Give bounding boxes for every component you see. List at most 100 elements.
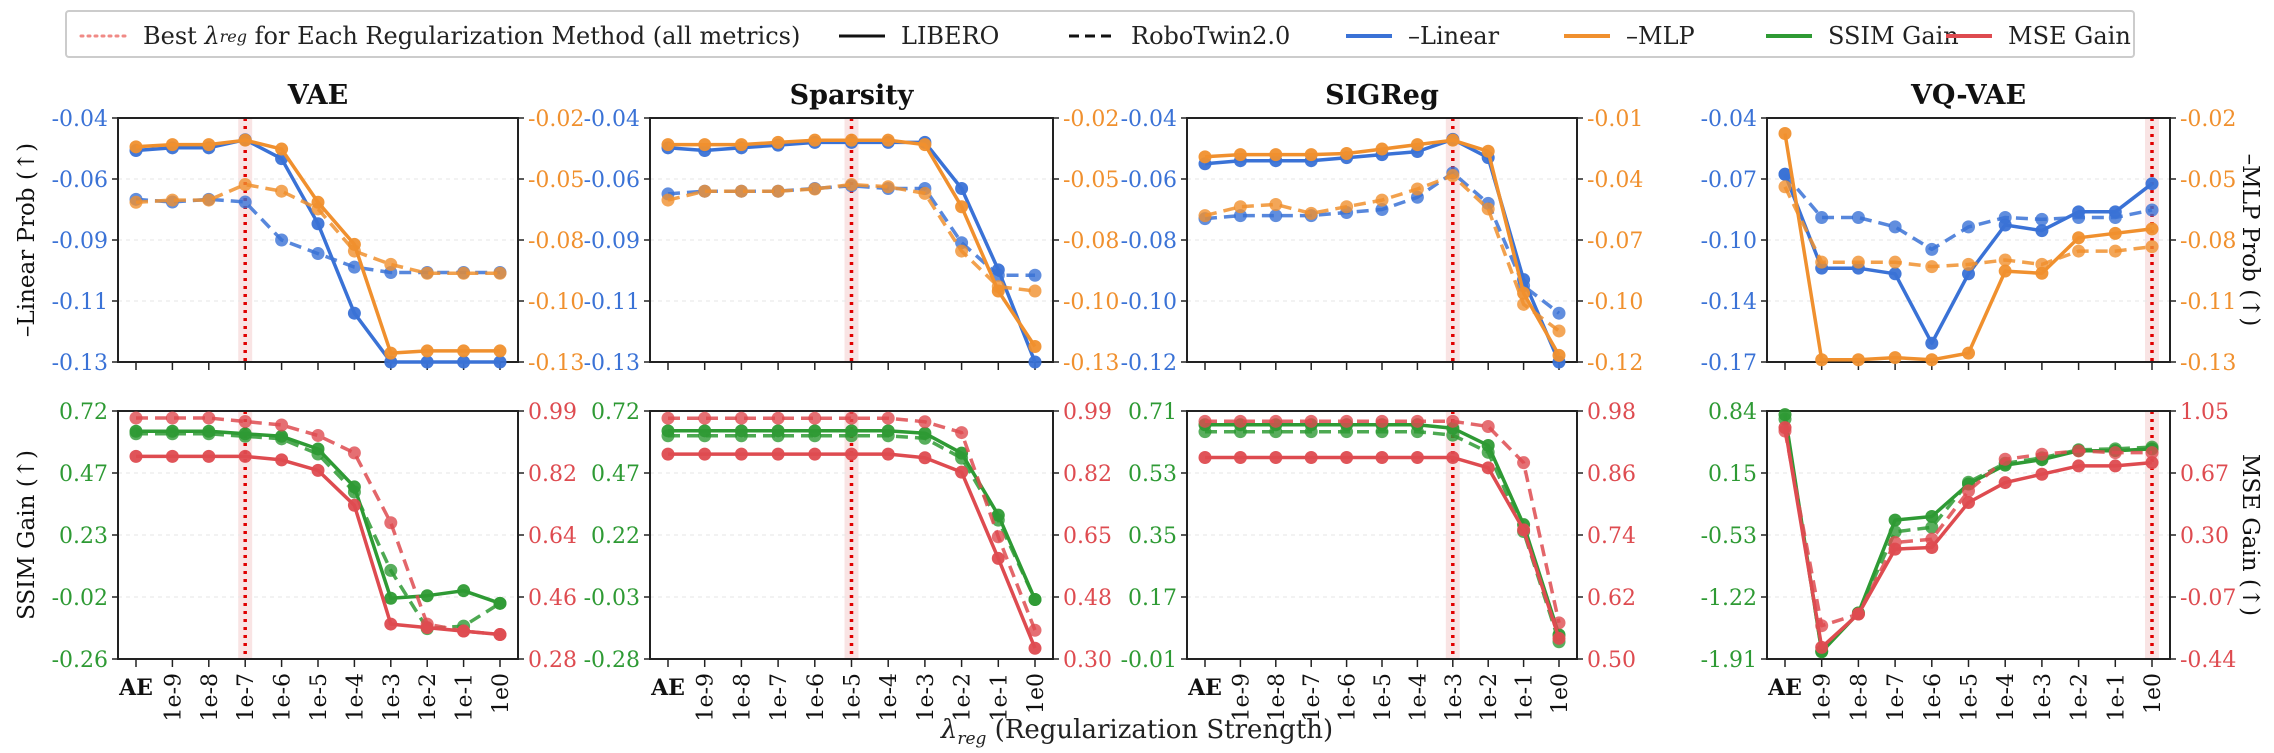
x-tick-label-vae: 1e-7 [234,673,259,721]
data-point-vq-vae-linear-robotwin [1815,210,1829,224]
right-tick-label-sigreg-top: -0.04 [1587,168,1643,193]
x-tick-label-sigreg: 1e-7 [1300,673,1325,721]
data-point-sigreg-mlp-robotwin [1410,182,1424,196]
data-point-sigreg-mse-robotwin [1233,414,1247,428]
data-point-vq-vae-mlp-libero [2145,222,2159,236]
data-point-sigreg-mlp-libero [1304,148,1318,162]
x-tick-label-vae: AE [118,675,153,701]
data-point-vq-vae-mlp-libero [1925,353,1939,367]
left-tick-label-sparsity-top: -0.11 [584,290,640,315]
data-point-sigreg-ssim-robotwin [1269,425,1283,439]
left-tick-label-vq-vae-bottom: -1.22 [1701,586,1757,611]
data-point-vae-ssim-robotwin [347,485,361,499]
data-point-vq-vae-linear-robotwin [1851,210,1865,224]
data-point-sparsity-mse-libero [698,447,712,461]
x-tick-label-sparsity: 1e-7 [767,673,792,721]
data-point-vq-vae-linear-robotwin [1998,210,2012,224]
y-axis-label-top-left: –Linear Prob (↑) [14,143,40,337]
data-point-sigreg-mlp-libero [1198,150,1212,164]
data-point-vq-vae-linear-libero [2145,177,2159,191]
data-point-sparsity-mse-robotwin [845,411,858,425]
data-point-sigreg-linear-robotwin [1269,209,1283,223]
data-point-vq-vae-mse-robotwin [1851,607,1865,621]
right-tick-label-vae-bottom: 0.82 [528,462,577,487]
data-point-sigreg-mlp-libero [1269,148,1283,162]
data-point-vae-ssim-robotwin [311,447,325,461]
left-tick-label-sparsity-bottom: 0.72 [591,400,640,425]
data-point-sigreg-mse-robotwin [1481,420,1495,433]
right-tick-label-vae-top: -0.08 [528,229,584,254]
legend-best-lambda-suffix: for Each Regularization Method (all metr… [247,22,801,50]
data-point-vae-ssim-libero [384,591,398,605]
y-axis-label-bottom-right: MSE Gain (↑) [2237,454,2263,616]
x-tick-label-sparsity: 1e-1 [987,673,1012,721]
x-tick-label-vq-vae: 1e-5 [1958,673,1983,721]
data-point-vae-ssim-robotwin [493,596,507,610]
x-tick-label-vae: 1e-2 [416,673,441,721]
right-tick-label-sigreg-bottom: 0.74 [1587,524,1636,549]
left-tick-label-vae-top: -0.04 [52,107,108,132]
data-point-vae-mlp-libero [129,140,143,154]
right-tick-label-vq-vae-top: -0.08 [2180,229,2236,254]
x-tick-label-sparsity: 1e-8 [730,673,755,721]
data-point-sparsity-mlp-robotwin [845,178,858,192]
data-point-vae-mlp-robotwin [493,266,507,280]
data-point-sigreg-mlp-robotwin [1304,206,1318,220]
data-point-sigreg-mse-libero [1233,451,1247,464]
data-point-sparsity-mlp-libero [1028,339,1042,353]
left-tick-label-vae-top: -0.06 [52,168,108,193]
left-tick-label-vae-top: -0.11 [52,290,108,315]
data-point-vq-vae-mlp-robotwin [2145,240,2159,254]
data-point-sparsity-mlp-libero [918,138,932,152]
data-point-vae-linear-libero [493,355,507,369]
x-tick-label-vq-vae: 1e-2 [2068,673,2093,721]
x-tick-label-sparsity: 1e-9 [694,673,719,721]
legend-linear: –Linear [1344,12,1499,60]
data-point-sparsity-ssim-robotwin [661,429,675,443]
x-tick-label-sigreg: 1e-5 [1371,673,1396,721]
data-point-sparsity-mlp-libero [845,133,858,147]
data-point-vae-linear-robotwin [275,233,289,247]
data-point-sigreg-mlp-libero [1233,148,1247,162]
right-tick-label-sparsity-top: -0.08 [1063,229,1119,254]
data-point-vae-ssim-robotwin [202,427,216,441]
legend-mse-label: MSE Gain [2008,22,2131,50]
data-point-vae-linear-robotwin [347,260,361,274]
panel-title-sparsity: Sparsity [790,80,915,111]
left-tick-label-sparsity-bottom: -0.28 [584,648,640,673]
series-line-vae-ssim-robotwin [136,432,501,631]
data-point-sparsity-ssim-robotwin [1028,592,1042,606]
left-tick-label-vae-bottom: -0.02 [52,586,108,611]
legend-libero: LIBERO [837,12,999,60]
data-point-sparsity-mlp-libero [881,133,895,147]
data-point-sigreg-mlp-robotwin [1233,200,1247,214]
data-point-vq-vae-mlp-robotwin [1925,260,1939,274]
data-point-sigreg-ssim-robotwin [1198,425,1212,439]
left-tick-label-sigreg-bottom: 0.71 [1128,400,1177,425]
data-point-sparsity-ssim-robotwin [734,429,748,443]
left-tick-label-sparsity-top: -0.13 [584,351,640,376]
data-point-vq-vae-mse-libero [2035,467,2049,481]
data-point-sparsity-mlp-libero [771,135,785,149]
x-tick-label-vae: 1e-9 [161,673,186,721]
data-point-vq-vae-mse-libero [2072,459,2086,473]
data-point-vae-mse-libero [202,449,216,463]
data-point-vq-vae-ssim-robotwin [1925,520,1939,534]
data-point-sparsity-mse-robotwin [1028,623,1042,637]
data-point-sigreg-mse-libero [1304,451,1318,464]
data-point-vq-vae-mse-robotwin [1925,532,1939,546]
data-point-vae-mse-robotwin [238,414,252,428]
legend-best-lambda-sub: reg [219,26,248,46]
data-point-sparsity-mlp-libero [955,200,969,214]
data-point-vae-mse-robotwin [347,446,361,460]
legend-linear-label: –Linear [1408,22,1500,50]
data-point-vq-vae-linear-robotwin [1778,167,1792,181]
x-tick-label-vae: 1e-6 [271,673,296,721]
data-point-vae-linear-libero [311,217,325,231]
data-point-vae-mlp-libero [384,346,398,360]
right-tick-label-sparsity-bottom: 0.30 [1063,648,1112,673]
data-point-vae-mse-robotwin [129,411,143,425]
data-point-sigreg-mlp-libero [1446,133,1460,147]
data-point-vae-mse-libero [165,449,179,463]
data-point-sparsity-mse-robotwin [734,411,748,425]
